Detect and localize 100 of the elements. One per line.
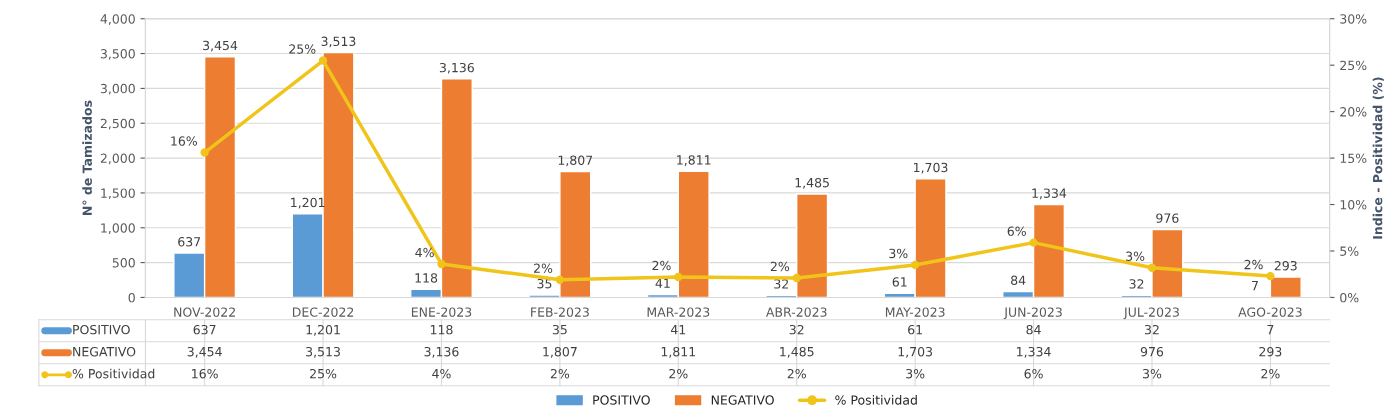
y-tick-label: 2,500 [100, 118, 135, 130]
data-label: 61 [908, 324, 922, 335]
data-label: 32 [789, 324, 804, 335]
text: 3% [1126, 251, 1145, 261]
data-label: 4% [432, 368, 451, 379]
y-tick-label: 3,000 [100, 83, 135, 95]
text: 1,485 [795, 177, 829, 189]
text: 3,136 [439, 62, 474, 74]
data-label: 2% [1261, 368, 1280, 379]
point [200, 148, 209, 157]
text: 1,807 [558, 155, 593, 167]
point [1266, 271, 1275, 281]
y-tick-label: 3,500 [100, 49, 135, 60]
text: POSITIVO [593, 395, 650, 405]
y2-tick-label: 30% [1340, 14, 1367, 24]
y-tick-label: 500 [112, 258, 135, 268]
y-tick-label: 1,000 [101, 223, 135, 234]
x-tick-label: JUL-2023 [1123, 307, 1179, 320]
data-label: 6% [1024, 368, 1043, 379]
data-label: 3% [1143, 368, 1162, 379]
text: 1,811 [677, 155, 711, 166]
x-tick-label: MAR-2023 [647, 307, 710, 317]
text: NEGATIVO [711, 395, 774, 405]
text: 32 [774, 279, 789, 289]
text: 637 [178, 237, 201, 247]
y2-tick-label: 5% [1340, 246, 1359, 256]
point [792, 273, 801, 283]
data-label: 3% [906, 368, 925, 379]
text: 41 [655, 278, 670, 288]
text: 3% [889, 248, 908, 259]
text: 976 [1156, 213, 1179, 223]
y2-axis-title: Indice - Positividad (%) [1372, 77, 1384, 239]
data-label: 118 [430, 324, 453, 335]
y-tick-label: 2,000 [100, 153, 135, 165]
y2-tick-label: 25% [1340, 60, 1367, 71]
text: 7 [1252, 281, 1258, 291]
y2-tick-label: 10% [1340, 200, 1367, 210]
text: 1,703 [914, 162, 948, 174]
data-label: 293 [1259, 346, 1282, 357]
text: 84 [1011, 275, 1026, 285]
text: 16% [171, 136, 197, 146]
data-label: 25% [310, 368, 337, 379]
text: 293 [1274, 260, 1297, 271]
data-label: 3,136 [424, 346, 459, 358]
legend-label: % Positividad [72, 368, 155, 379]
data-label: 2% [550, 368, 570, 379]
data-label: 2% [669, 368, 688, 379]
x-tick-label: ABR-2023 [766, 307, 827, 317]
text: 3,454 [203, 40, 238, 52]
text: 2% [534, 263, 553, 274]
x-tick-label: JUN-2023 [1003, 307, 1062, 320]
data-label: 3,513 [306, 346, 340, 358]
point [437, 259, 446, 269]
data-label: 32 [1144, 324, 1159, 335]
y2-tick-label: 0% [1340, 292, 1359, 303]
point [1029, 238, 1038, 247]
data-label: 35 [552, 324, 567, 335]
y2-tick-label: 20% [1340, 107, 1367, 117]
text: % Positividad [835, 395, 917, 405]
legend-label: NEGATIVO [73, 346, 136, 357]
bar [1269, 276, 1302, 298]
legend-label: POSITIVO [73, 324, 130, 335]
x-tick-label: FEB-2023 [531, 307, 589, 317]
x-tick-label: AGO-2023 [1238, 307, 1302, 317]
text: 32 [1129, 279, 1144, 289]
data-label: 16% [192, 368, 218, 379]
text: 61 [892, 277, 907, 287]
y-tick-label: 0 [128, 292, 135, 303]
data-label: 84 [1026, 324, 1041, 335]
point [910, 260, 920, 270]
text: 4% [415, 247, 434, 258]
y-tick-label: 4,000 [100, 14, 135, 25]
text: 2% [1244, 259, 1263, 270]
y-axis-title: N° de Tamizados [82, 100, 92, 216]
data-label: 41 [670, 325, 686, 335]
x-tick-label: MAY-2023 [885, 307, 945, 317]
data-label: 1,334 [1017, 346, 1051, 358]
x-tick-label: NOV-2022 [174, 307, 235, 317]
data-label: 1,807 [543, 346, 577, 358]
y-tick-label: 1,500 [101, 188, 135, 200]
point [674, 272, 683, 282]
data-label: 1,811 [661, 346, 696, 358]
point [1147, 263, 1157, 272]
text: 6% [1007, 226, 1026, 236]
text: 25% [289, 44, 316, 54]
x-tick-label: ENE-2023 [411, 307, 472, 317]
data-label: 2% [787, 368, 806, 379]
text: 2% [770, 261, 790, 272]
y2-tick-label: 15% [1340, 153, 1367, 164]
data-label: 1,201 [306, 324, 340, 336]
text: 3,513 [321, 36, 356, 48]
point [555, 275, 565, 284]
x-tick-label: DEC-2022 [292, 307, 354, 317]
point [318, 56, 328, 65]
text: 118 [415, 273, 438, 283]
data-label: 637 [193, 324, 216, 335]
data-label: 976 [1140, 346, 1164, 357]
data-label: 3,454 [187, 346, 222, 358]
text: 1,334 [1032, 188, 1067, 200]
data-label: 1,703 [898, 346, 933, 358]
